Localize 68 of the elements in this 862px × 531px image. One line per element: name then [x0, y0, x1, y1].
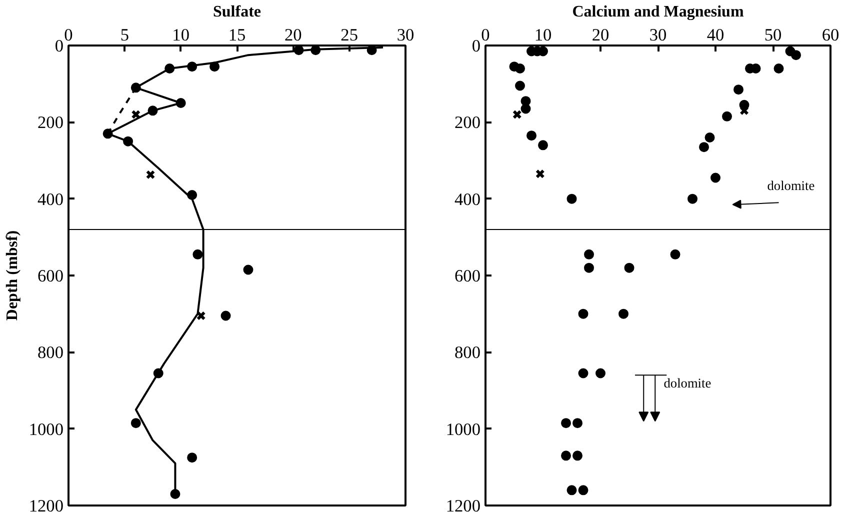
x-axis-title: Sulfate [213, 4, 261, 20]
point [561, 418, 571, 428]
y-axis-title: Depth (mbsf) [4, 230, 21, 321]
point [670, 249, 680, 260]
point [791, 50, 801, 60]
y-tick-label: 1200 [446, 496, 480, 516]
point [699, 142, 709, 152]
point [572, 450, 582, 461]
x-tick-label: 20 [592, 26, 610, 44]
y-tick-label: 1200 [28, 496, 64, 516]
point [734, 84, 744, 95]
point [584, 249, 594, 260]
point [192, 249, 203, 260]
point [526, 130, 536, 141]
y-tick-label: 200 [454, 113, 481, 132]
y-tick-label: 200 [38, 113, 64, 132]
point [566, 194, 577, 204]
point [572, 418, 582, 428]
y-tick-label: 600 [38, 266, 64, 286]
point [535, 169, 545, 179]
point [146, 170, 156, 180]
x-tick-label: 60 [822, 26, 840, 44]
y-tick-label: 400 [38, 190, 64, 209]
point [512, 110, 522, 120]
x-tick-label: 50 [764, 26, 782, 44]
point [220, 310, 231, 321]
annotation: dolomite [767, 178, 815, 194]
x-tick-label: 30 [649, 26, 667, 44]
point [561, 450, 571, 461]
y-tick-label: 800 [38, 343, 64, 362]
y-tick-label: 400 [454, 190, 481, 209]
x-tick-label: 5 [120, 26, 130, 44]
point [704, 132, 715, 142]
y-tick-label: 800 [454, 343, 481, 362]
x-tick-label: 40 [706, 26, 724, 44]
x-axis-title: Calcium and Magnesium [572, 4, 744, 20]
point [578, 368, 588, 378]
y-tick-label: 1000 [446, 420, 480, 439]
x-tick-label: 30 [396, 26, 414, 44]
point [187, 452, 198, 463]
point [578, 308, 588, 319]
point [243, 264, 254, 275]
point [578, 485, 588, 496]
x-tick-label: 10 [172, 26, 190, 44]
point [566, 485, 577, 496]
point [130, 418, 141, 428]
y-tick-label: 1000 [28, 420, 64, 439]
x-tick-label: 20 [284, 26, 302, 44]
point [584, 262, 594, 273]
point [774, 64, 784, 74]
y-tick-label: 600 [454, 266, 481, 286]
point [131, 110, 141, 120]
point [688, 194, 698, 204]
point [618, 308, 628, 319]
point [538, 140, 548, 150]
point [624, 262, 634, 273]
point [196, 311, 206, 320]
annotation: dolomite [664, 376, 712, 390]
point [515, 80, 525, 91]
x-tick-label: 25 [340, 26, 358, 44]
point [515, 64, 525, 74]
point [722, 111, 732, 122]
point [596, 368, 606, 378]
point [710, 172, 720, 183]
x-tick-label: 15 [228, 26, 246, 44]
point [170, 489, 180, 499]
point [520, 104, 531, 114]
x-tick-label: 10 [534, 26, 552, 44]
